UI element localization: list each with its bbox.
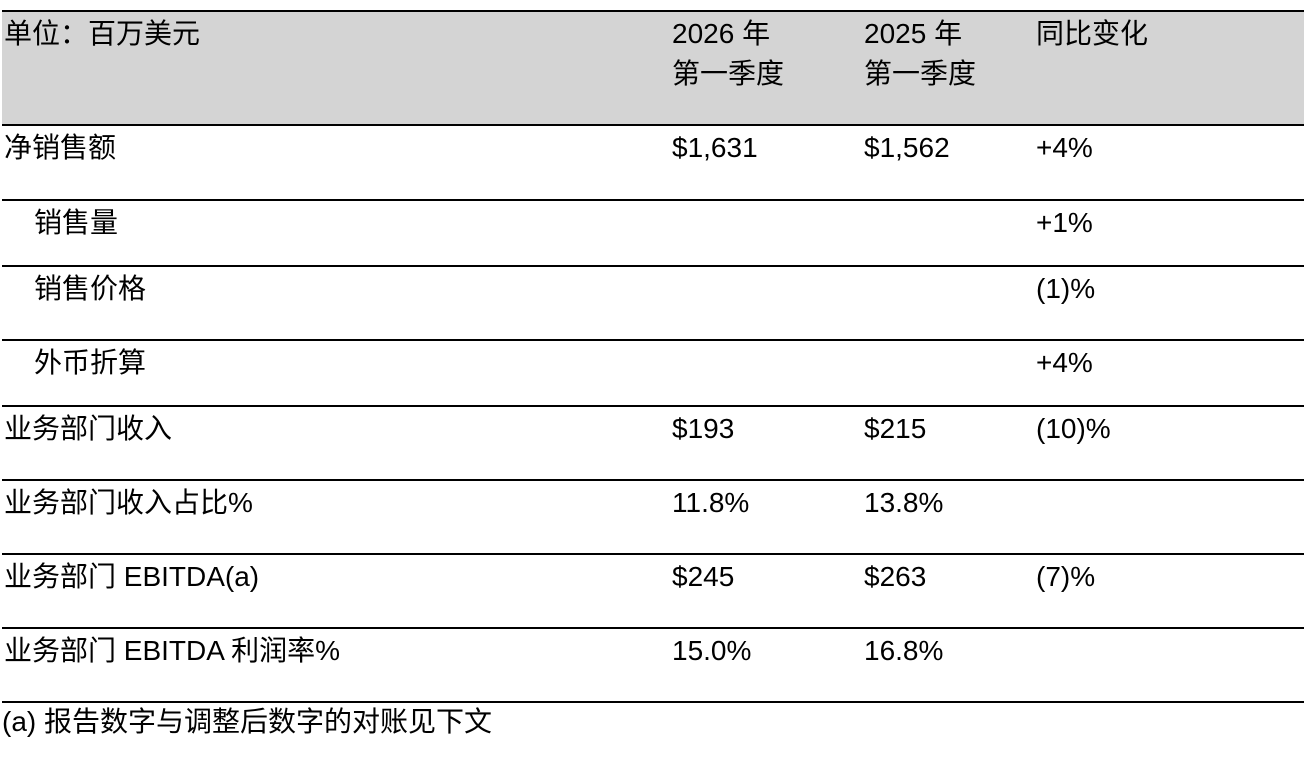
cell-q1-2026: $193: [672, 413, 735, 444]
cell-q1-2025: $215: [864, 413, 927, 444]
cell-q1-2025: 13.8%: [864, 487, 944, 518]
table-row-segment-ebitda: 业务部门 EBITDA(a) $245 $263 (7)%: [2, 555, 1304, 629]
header-q1-2026: 2026 年 第一季度: [672, 14, 784, 94]
header-q1-2025-quarter: 第一季度: [864, 58, 977, 89]
table-row-price: 销售价格 (1)%: [2, 267, 1304, 341]
cell-yoy: +4%: [1036, 132, 1093, 163]
row-label: 业务部门 EBITDA(a): [4, 561, 260, 592]
table-row-fx: 外币折算 +4%: [2, 341, 1304, 407]
row-label: 业务部门 EBITDA 利润率%: [4, 635, 341, 666]
cell-q1-2026: $1,631: [672, 132, 758, 163]
cell-yoy: (1)%: [1036, 273, 1096, 304]
row-label: 销售价格: [34, 273, 147, 304]
table-row-ebitda-margin: 业务部门 EBITDA 利润率% 15.0% 16.8%: [2, 629, 1304, 703]
row-label: 销售量: [34, 207, 119, 238]
table-header-row: 单位：百万美元 2026 年 第一季度 2025 年 第一季度 同比变化: [2, 10, 1304, 126]
row-label: 外币折算: [34, 347, 147, 378]
header-q1-2025-year: 2025 年: [864, 18, 963, 49]
header-yoy-change: 同比变化: [1036, 18, 1149, 49]
header-q1-2026-year: 2026 年: [672, 18, 771, 49]
table-row-segment-income: 业务部门收入 $193 $215 (10)%: [2, 407, 1304, 481]
header-unit-label: 单位：百万美元: [4, 18, 201, 49]
row-label: 业务部门收入: [4, 413, 173, 444]
row-label: 净销售额: [4, 132, 117, 163]
table-row-volume: 销售量 +1%: [2, 201, 1304, 267]
header-q1-2026-quarter: 第一季度: [672, 58, 785, 89]
cell-q1-2026: $245: [672, 561, 735, 592]
cell-q1-2026: 15.0%: [672, 635, 752, 666]
cell-yoy: (10)%: [1036, 413, 1111, 444]
footnote: (a) 报告数字与调整后数字的对账见下文: [2, 706, 493, 737]
cell-q1-2026: 11.8%: [672, 487, 750, 518]
cell-q1-2025: $263: [864, 561, 927, 592]
table-row-segment-income-pct: 业务部门收入占比% 11.8% 13.8%: [2, 481, 1304, 555]
cell-q1-2025: 16.8%: [864, 635, 944, 666]
header-q1-2025: 2025 年 第一季度: [864, 14, 976, 94]
row-label: 业务部门收入占比%: [4, 487, 253, 518]
cell-yoy: +1%: [1036, 207, 1093, 238]
financial-table: 单位：百万美元 2026 年 第一季度 2025 年 第一季度 同比变化 净销售…: [2, 10, 1304, 703]
table-row-net-sales: 净销售额 $1,631 $1,562 +4%: [2, 126, 1304, 201]
cell-yoy: +4%: [1036, 347, 1093, 378]
cell-q1-2025: $1,562: [864, 132, 950, 163]
cell-yoy: (7)%: [1036, 561, 1096, 592]
